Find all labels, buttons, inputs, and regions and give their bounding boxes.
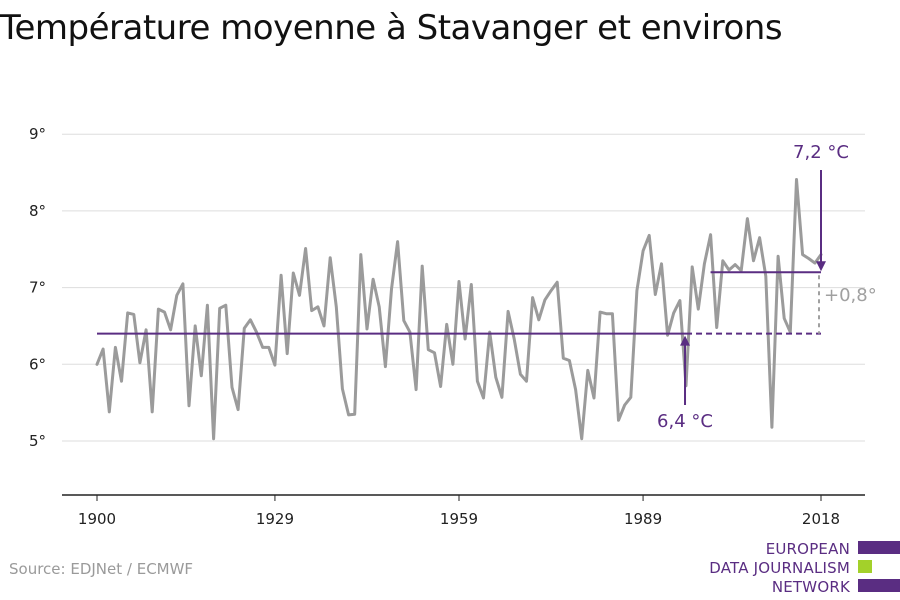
chart-title: Température moyenne à Stavanger et envir…: [0, 8, 783, 48]
recent-average-label: 7,2 °C: [793, 142, 849, 163]
recent-arrow-head: [816, 261, 826, 272]
x-tick-label: 1900: [78, 510, 116, 528]
logo-bar-purple-top: [858, 541, 900, 554]
logo-bar-green: [858, 560, 872, 573]
y-tick-label: 7°: [29, 279, 46, 297]
edjnet-logo: EUROPEAN DATA JOURNALISM NETWORK: [700, 540, 900, 596]
y-tick-label: 5°: [29, 432, 46, 450]
x-tick-label: 1929: [256, 510, 294, 528]
baseline-arrow-head: [680, 335, 691, 346]
logo-text: EUROPEAN DATA JOURNALISM NETWORK: [709, 540, 850, 597]
difference-label: +0,8°: [824, 285, 877, 306]
x-tick-label: 2018: [802, 510, 840, 528]
source-credit: Source: EDJNet / ECMWF: [9, 560, 194, 578]
y-tick-label: 6°: [29, 355, 46, 373]
logo-line-1: EUROPEAN: [765, 540, 850, 558]
logo-line-3: NETWORK: [771, 578, 850, 596]
logo-bar-purple-bottom: [858, 579, 900, 592]
logo-bar-gap: [872, 560, 900, 573]
y-tick-label: 9°: [29, 125, 46, 143]
baseline-average-label: 6,4 °C: [657, 411, 713, 432]
x-tick-label: 1989: [624, 510, 662, 528]
temperature-series-line: [95, 178, 823, 441]
x-tick-label: 1959: [440, 510, 478, 528]
logo-line-2: DATA JOURNALISM: [709, 559, 850, 577]
y-tick-label: 8°: [29, 202, 46, 220]
